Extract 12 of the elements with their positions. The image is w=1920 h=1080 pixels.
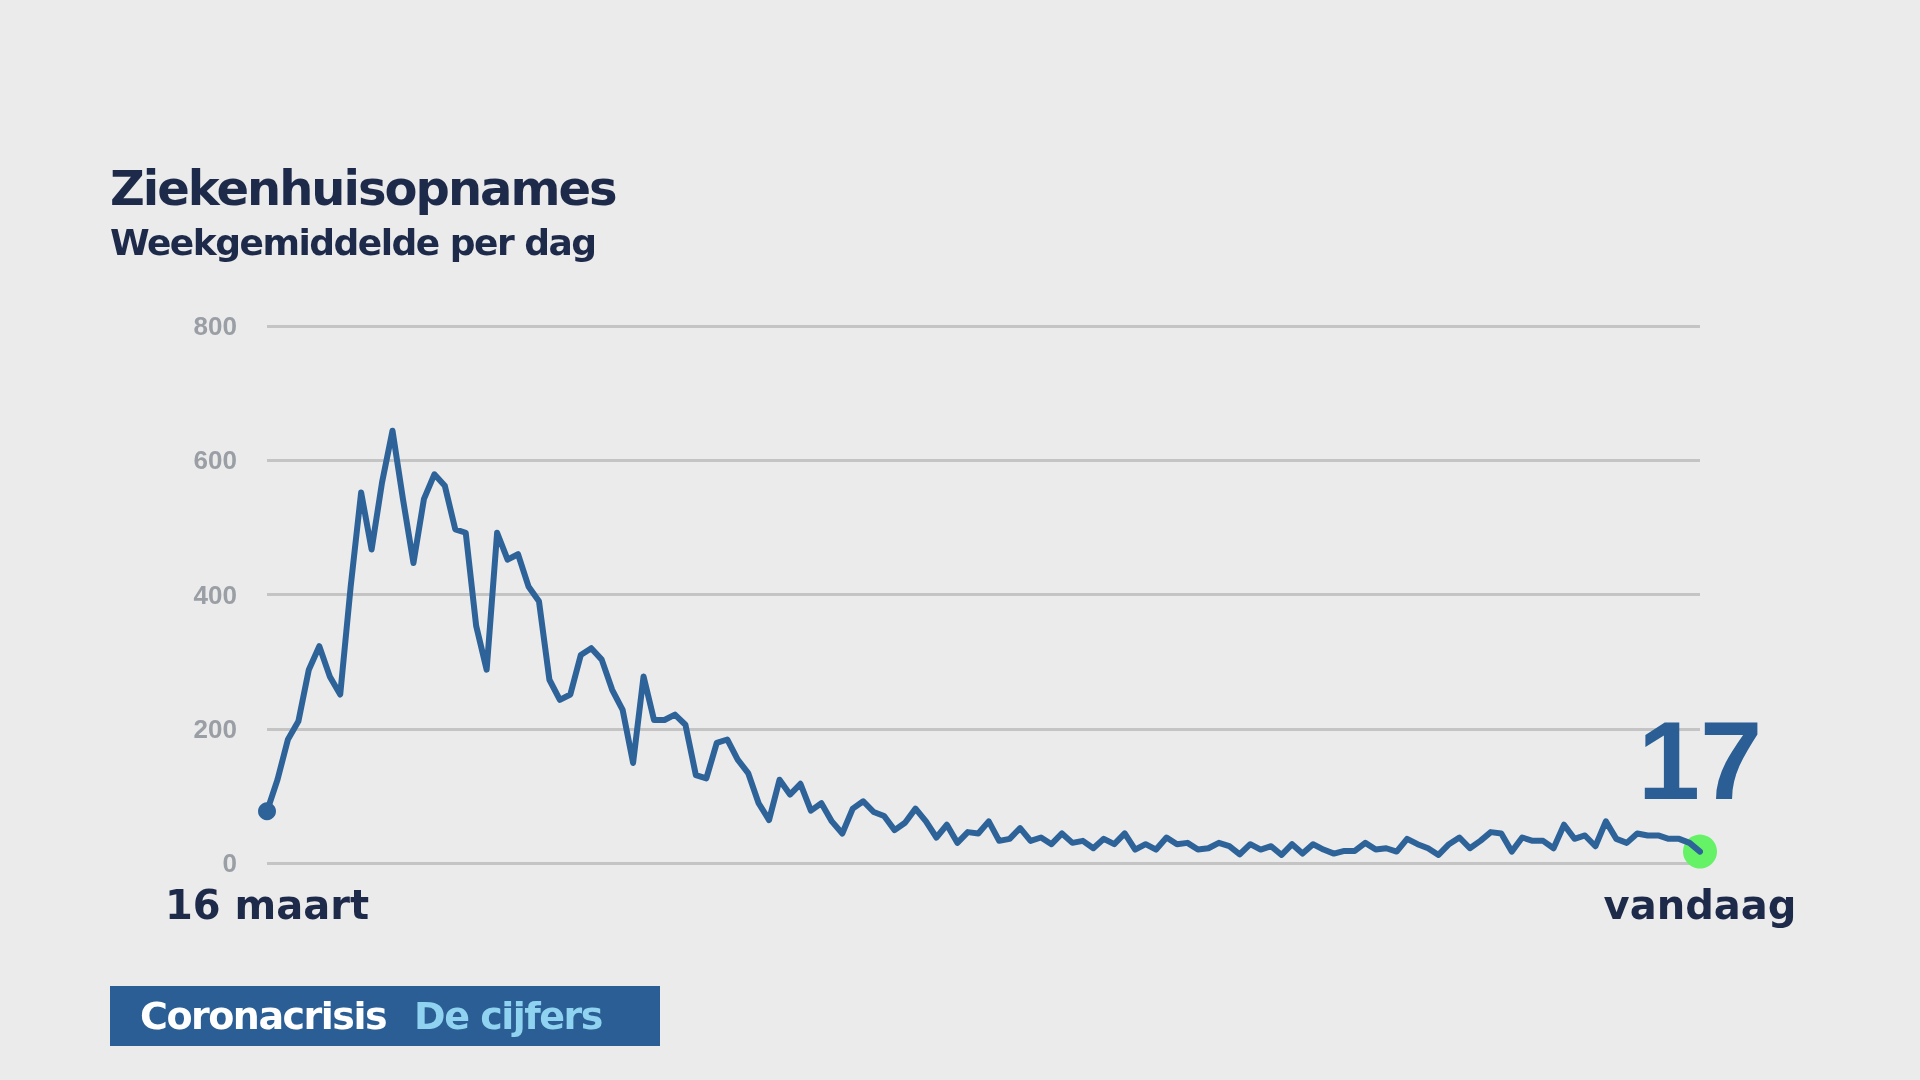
x-tick-label: vandaag [1603, 882, 1797, 928]
data-label: 17 [1637, 698, 1763, 824]
y-tick-label: 400 [193, 579, 237, 610]
chart-subtitle: Weekgemiddelde per dag [110, 222, 596, 263]
text: De cijfers [414, 994, 602, 1038]
chart-title: Ziekenhuisopnames [110, 160, 616, 216]
y-tick-label: 200 [193, 713, 237, 744]
y-tick-label: 600 [193, 445, 237, 476]
x-tick-label: 16 maart [164, 882, 370, 928]
text: Coronacrisis [140, 994, 387, 1038]
y-tick-label: 0 [222, 848, 237, 878]
y-tick-label: 800 [193, 311, 237, 341]
